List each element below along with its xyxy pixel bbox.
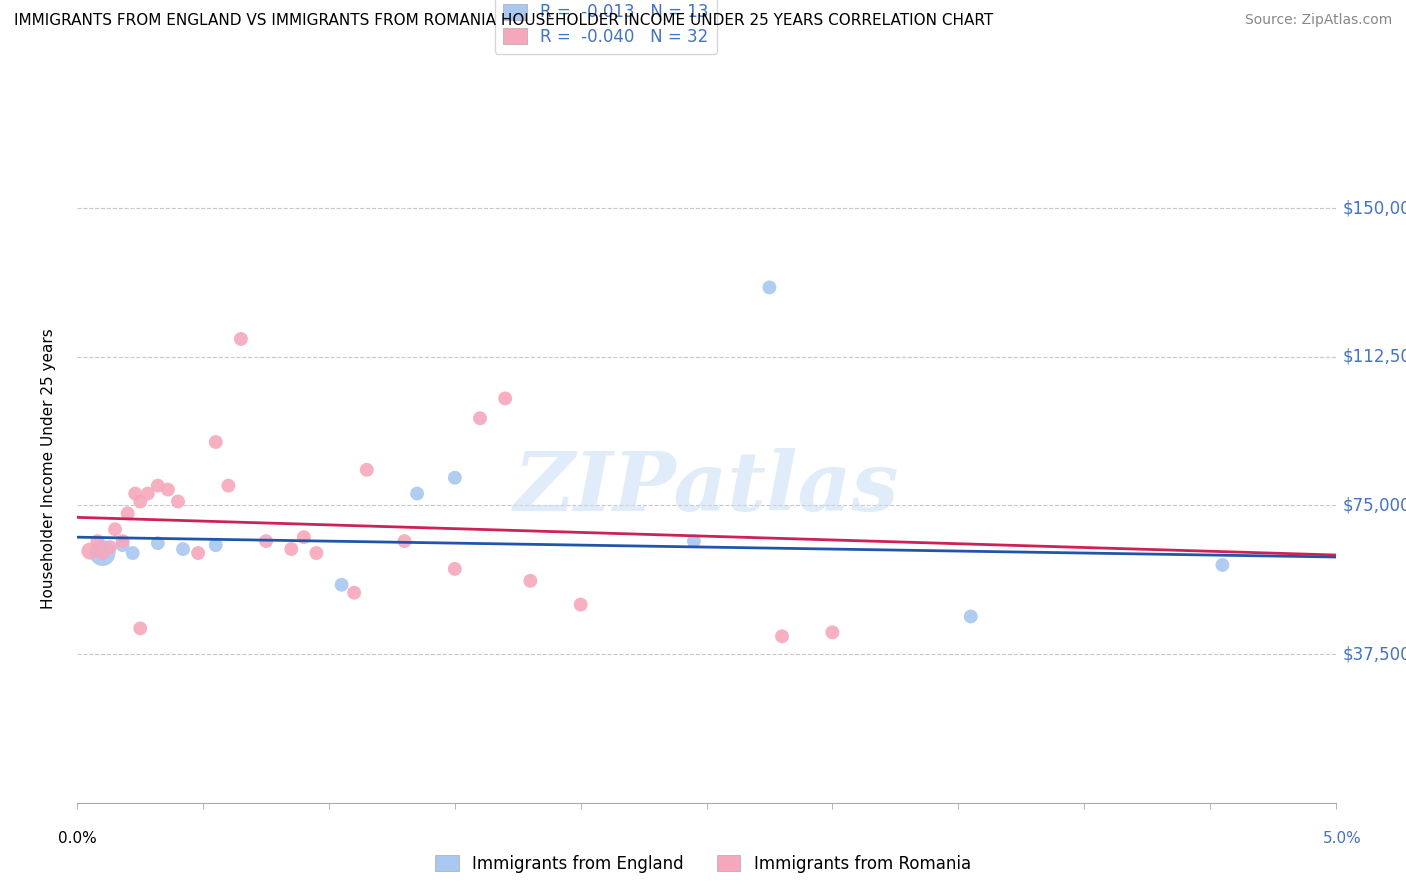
Point (146, 478, 169, 492)
Legend: R =  -0.013   N = 13, R =  -0.040   N = 32: R = -0.013 N = 13, R = -0.040 N = 32 (495, 0, 717, 54)
Point (91, 546, 114, 560)
Point (758, 280, 780, 294)
Point (330, 578, 353, 592)
Point (254, 534, 277, 549)
Text: $150,000: $150,000 (1343, 199, 1406, 217)
Point (98, 540, 121, 554)
Point (959, 609, 981, 624)
Text: IMMIGRANTS FROM ENGLAND VS IMMIGRANTS FROM ROMANIA HOUSEHOLDER INCOME UNDER 25 Y: IMMIGRANTS FROM ENGLAND VS IMMIGRANTS FR… (14, 13, 993, 29)
Point (292, 530, 315, 544)
Text: ZIPatlas: ZIPatlas (513, 449, 900, 528)
Point (187, 546, 209, 560)
Point (124, 486, 146, 500)
Text: 0.0%: 0.0% (58, 831, 97, 846)
Point (519, 574, 541, 588)
Point (91, 546, 114, 560)
Point (821, 625, 844, 640)
Point (683, 534, 706, 549)
Point (468, 411, 491, 425)
Point (229, 332, 252, 346)
Point (117, 507, 139, 521)
Text: $37,500: $37,500 (1343, 645, 1406, 663)
Point (444, 471, 467, 485)
Point (494, 392, 516, 406)
Legend: Immigrants from England, Immigrants from Romania: Immigrants from England, Immigrants from… (429, 848, 977, 880)
Point (444, 562, 467, 576)
Point (343, 585, 366, 599)
Point (156, 483, 179, 497)
Point (280, 542, 302, 557)
Point (770, 629, 793, 643)
Point (129, 494, 152, 508)
Point (1211, 558, 1233, 572)
Point (305, 546, 328, 560)
Point (204, 435, 226, 450)
Text: $112,500: $112,500 (1343, 348, 1406, 366)
Text: $75,000: $75,000 (1343, 497, 1406, 515)
Point (569, 598, 592, 612)
Point (136, 486, 159, 500)
Y-axis label: Householder Income Under 25 years: Householder Income Under 25 years (42, 328, 56, 608)
Point (121, 546, 143, 560)
Point (79, 544, 101, 558)
Point (406, 486, 429, 500)
Point (394, 534, 416, 549)
Point (167, 494, 190, 508)
Point (111, 534, 134, 549)
Point (356, 463, 378, 477)
Point (111, 538, 134, 552)
Point (129, 621, 152, 635)
Point (104, 522, 127, 536)
Point (146, 536, 169, 550)
Text: 5.0%: 5.0% (1323, 831, 1362, 846)
Point (217, 478, 239, 492)
Point (86, 534, 108, 549)
Point (172, 542, 194, 557)
Point (204, 538, 226, 552)
Text: Source: ZipAtlas.com: Source: ZipAtlas.com (1244, 13, 1392, 28)
